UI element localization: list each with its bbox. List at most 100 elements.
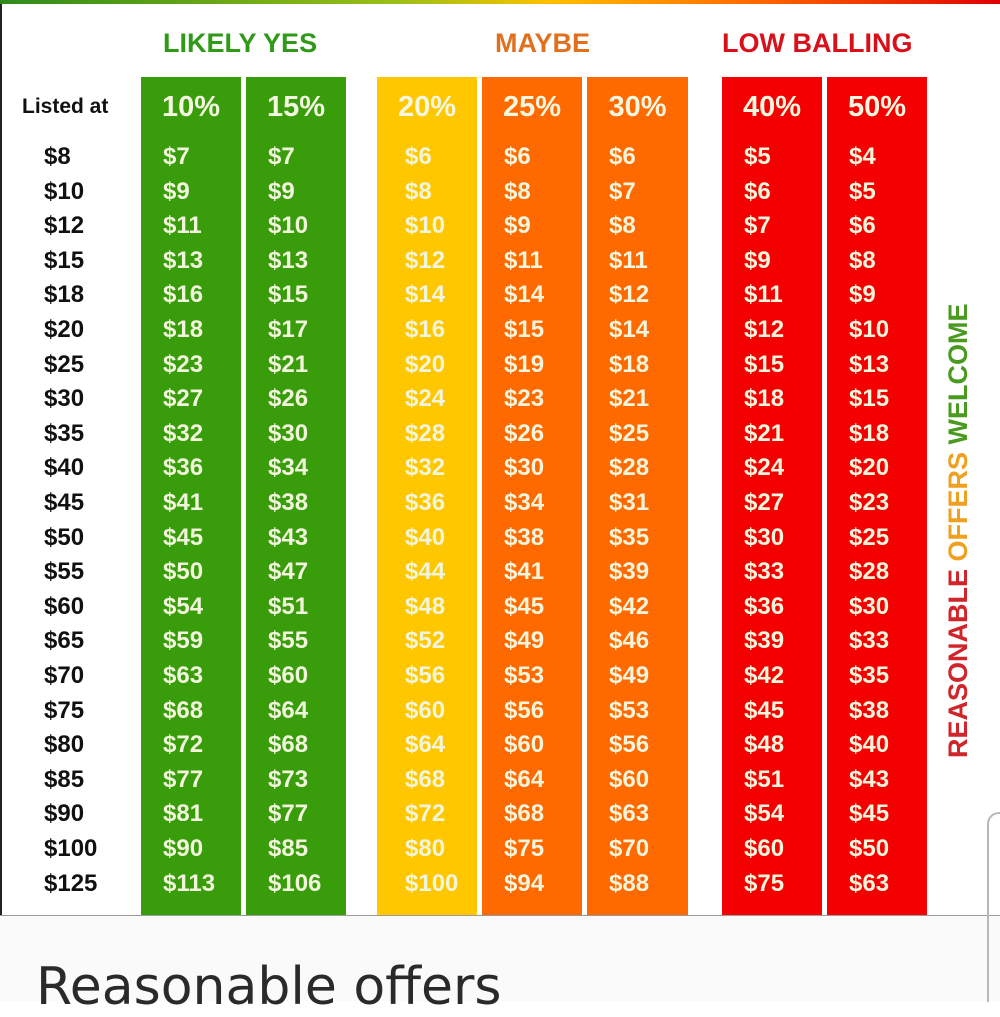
offer-cell: $100 [405, 869, 459, 897]
offer-cell: $43 [849, 765, 890, 793]
top-gradient-bar [0, 0, 1000, 4]
offer-cell: $85 [268, 835, 309, 862]
offer-cell: $38 [504, 523, 545, 551]
offer-cell: $11 [744, 281, 783, 309]
offer-cell: $56 [405, 662, 446, 689]
offer-cell: $14 [609, 316, 650, 343]
offer-cell: $39 [609, 558, 650, 586]
offer-cell: $23 [504, 385, 545, 413]
offer-cell: $14 [405, 281, 446, 309]
offer-cell: $75 [744, 869, 785, 897]
offer-cell: $51 [744, 765, 785, 793]
listed-price: $10 [44, 177, 85, 205]
offer-cell: $23 [849, 489, 890, 516]
offer-cell: $33 [744, 558, 785, 586]
column-header: 30% [608, 91, 667, 123]
offer-cell: $7 [744, 212, 771, 240]
offer-cell: $80 [405, 835, 446, 862]
offer-cell: $45 [849, 800, 890, 828]
caption-area [0, 915, 1000, 1001]
listed-price: $25 [44, 350, 85, 378]
offer-cell: $32 [163, 419, 204, 447]
offer-cell: $27 [163, 385, 204, 413]
offer-cell: $15 [504, 316, 545, 343]
offer-cell: $12 [744, 316, 785, 343]
offer-cell: $113 [163, 869, 216, 897]
group-title-likely-yes: LIKELY YES [163, 28, 318, 58]
offer-cell: $8 [504, 177, 531, 205]
listed-price: $100 [44, 835, 98, 862]
listed-price: $75 [44, 696, 85, 724]
offer-cell: $81 [163, 800, 204, 828]
column-30pct: 30% $6 $7 $8 $11 $12 $14 $18 $21 $25 $28 $31 $35 $39… [587, 77, 688, 915]
offer-cell: $40 [405, 523, 446, 551]
post-caption: Reasonable offers [36, 957, 502, 1017]
offer-cell: $50 [163, 558, 204, 586]
offer-cell: $40 [849, 731, 890, 759]
offer-cell: $24 [405, 385, 446, 413]
offer-cell: $36 [744, 592, 785, 620]
offer-cell: $48 [405, 592, 446, 620]
offer-cell: $53 [504, 662, 545, 689]
offer-cell: $35 [609, 523, 650, 551]
column-header: 50% [847, 91, 907, 123]
offer-cell: $54 [163, 592, 204, 620]
offer-cell: $46 [609, 627, 650, 655]
offer-cell: $7 [268, 143, 295, 170]
offer-cell: $54 [744, 800, 785, 828]
offer-cell: $6 [744, 177, 771, 205]
offer-cell: $19 [504, 350, 545, 378]
offer-cell: $6 [849, 212, 876, 240]
offer-cell: $27 [744, 489, 785, 516]
offer-cell: $21 [268, 350, 309, 378]
offer-cell: $24 [744, 454, 785, 482]
side-banner-word: WELCOME [943, 303, 973, 445]
offer-cell: $21 [744, 419, 785, 447]
offer-cell: $60 [268, 662, 309, 689]
listed-price: $90 [44, 800, 85, 828]
offer-cell: $60 [744, 835, 785, 862]
offer-cell: $42 [744, 662, 785, 689]
offer-cell: $49 [609, 662, 650, 689]
offer-cell: $77 [268, 800, 309, 828]
offer-cell: $16 [163, 281, 204, 309]
offer-cell: $9 [849, 281, 876, 309]
offer-cell: $11 [609, 246, 648, 274]
offer-cell: $70 [609, 835, 650, 862]
offer-cell: $36 [163, 454, 204, 482]
listed-price: $35 [44, 419, 85, 447]
offer-cell: $23 [163, 350, 204, 378]
offer-cell: $47 [268, 558, 309, 586]
offer-cell: $12 [405, 246, 446, 274]
offer-cell: $68 [268, 731, 309, 759]
listed-at-header: Listed at [22, 95, 109, 118]
listed-price: $65 [44, 627, 85, 655]
offer-cell: $4 [849, 143, 876, 170]
offer-cell: $90 [163, 835, 204, 862]
offer-cell: $26 [268, 385, 309, 413]
offer-cell: $13 [268, 246, 309, 274]
left-border [0, 4, 2, 916]
column-header: 10% [161, 91, 221, 123]
scroll-edge[interactable] [987, 812, 1000, 1002]
column-header: 15% [266, 91, 326, 123]
offer-cell: $45 [504, 592, 545, 620]
offer-cell: $60 [504, 731, 545, 759]
offer-cell: $43 [268, 523, 309, 551]
offer-cell: $9 [163, 177, 190, 205]
listed-price: $125 [44, 869, 98, 897]
column-25pct: 25% $6 $8 $9 $11 $14 $15 $19 $23 $26 $30 $34 $38 $41… [482, 77, 582, 915]
offer-cell: $18 [849, 419, 890, 447]
offer-cell: $33 [849, 627, 890, 655]
offer-cell: $8 [849, 246, 876, 274]
offer-cell: $34 [504, 489, 545, 516]
listed-price: $50 [44, 523, 85, 551]
offer-cell: $72 [405, 800, 446, 828]
listed-price: $18 [44, 281, 85, 309]
offer-cell: $59 [163, 627, 204, 655]
listed-price: $45 [44, 489, 85, 516]
offer-cell: $6 [504, 143, 531, 170]
offer-cell: $28 [405, 419, 446, 447]
offer-cell: $56 [609, 731, 650, 759]
offer-cell: $75 [504, 835, 545, 862]
